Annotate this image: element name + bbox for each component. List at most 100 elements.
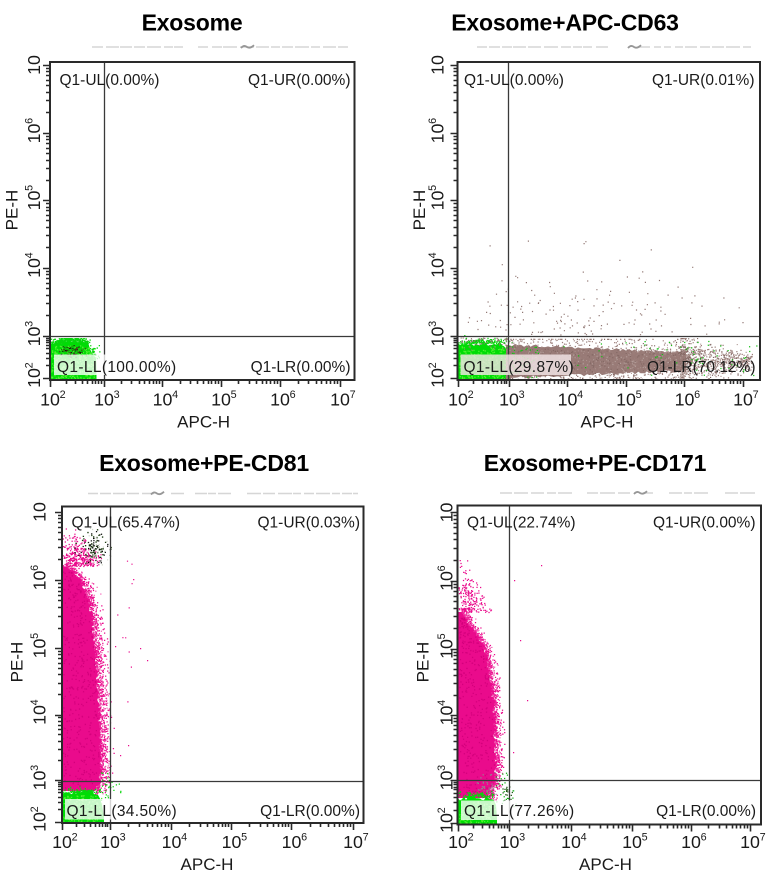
svg-text:APC-H: APC-H [581, 413, 634, 432]
svg-text:Q1-UL(22.74%): Q1-UL(22.74%) [467, 515, 576, 532]
svg-text:10: 10 [437, 771, 457, 791]
svg-text:2: 2 [23, 362, 35, 368]
svg-text:Q1-LL(34.50%): Q1-LL(34.50%) [67, 803, 178, 820]
svg-text:Exosome+PE-CD171: Exosome+PE-CD171 [484, 450, 707, 476]
svg-text:10: 10 [30, 771, 50, 791]
svg-text:10: 10 [448, 390, 468, 410]
svg-text:10: 10 [428, 124, 448, 144]
svg-text:7: 7 [760, 831, 766, 843]
svg-text:6: 6 [301, 831, 307, 843]
svg-text:Q1-UR(0.00%): Q1-UR(0.00%) [653, 515, 756, 532]
svg-text:3: 3 [120, 831, 126, 843]
svg-text:4: 4 [172, 389, 178, 401]
svg-text:6: 6 [290, 389, 296, 401]
svg-text:3: 3 [427, 321, 439, 327]
svg-text:10: 10 [561, 832, 581, 852]
svg-text:10: 10 [448, 832, 468, 852]
svg-text:2: 2 [468, 389, 474, 401]
svg-text:10: 10 [733, 390, 753, 410]
svg-text:5: 5 [29, 633, 41, 639]
svg-text:10: 10 [428, 258, 448, 278]
svg-text:PE-H: PE-H [413, 642, 432, 683]
svg-text:10: 10 [40, 390, 60, 410]
svg-text:6: 6 [436, 565, 448, 571]
svg-text:10: 10 [24, 191, 44, 211]
svg-text:10: 10 [437, 813, 457, 833]
svg-text:10: 10 [343, 832, 363, 852]
svg-text:4: 4 [29, 699, 41, 705]
svg-text:10: 10 [162, 832, 182, 852]
svg-text:6: 6 [427, 118, 439, 124]
svg-text:Q1-LL(77.26%): Q1-LL(77.26%) [464, 803, 575, 820]
svg-text:3: 3 [519, 831, 525, 843]
svg-text:10: 10 [437, 503, 457, 523]
svg-text:6: 6 [29, 565, 41, 571]
svg-text:Q1-UR(0.00%): Q1-UR(0.00%) [248, 72, 351, 89]
svg-text:10: 10 [428, 368, 448, 388]
svg-text:5: 5 [642, 831, 648, 843]
svg-text:10: 10 [330, 390, 350, 410]
svg-text:10: 10 [94, 390, 114, 410]
svg-text:Q1-LR(0.00%): Q1-LR(0.00%) [260, 803, 360, 820]
svg-text:10: 10 [222, 832, 242, 852]
svg-text:10: 10 [558, 390, 578, 410]
svg-text:10: 10 [428, 327, 448, 347]
svg-text:10: 10 [52, 832, 72, 852]
svg-text:6: 6 [701, 831, 707, 843]
svg-text:5: 5 [436, 633, 448, 639]
svg-text:10: 10 [740, 832, 760, 852]
svg-text:7: 7 [350, 389, 356, 401]
svg-text:5: 5 [241, 831, 247, 843]
svg-text:4: 4 [427, 252, 439, 258]
svg-text:10: 10 [437, 571, 457, 591]
svg-text:2: 2 [29, 806, 41, 812]
svg-text:3: 3 [436, 765, 448, 771]
svg-text:APC-H: APC-H [181, 855, 234, 874]
svg-text:10: 10 [30, 502, 50, 522]
svg-text:10: 10 [616, 390, 636, 410]
svg-text:3: 3 [519, 389, 525, 401]
svg-text:6: 6 [23, 118, 35, 124]
svg-text:10: 10 [30, 639, 50, 659]
svg-text:4: 4 [436, 700, 448, 706]
svg-text:4: 4 [23, 252, 35, 258]
svg-text:10: 10 [24, 258, 44, 278]
svg-text:10: 10 [30, 812, 50, 832]
svg-text:10: 10 [428, 191, 448, 211]
svg-text:10: 10 [499, 390, 519, 410]
svg-text:Q1-LR(0.00%): Q1-LR(0.00%) [251, 359, 351, 376]
svg-text:Q1-LR(0.00%): Q1-LR(0.00%) [656, 803, 756, 820]
svg-text:10: 10 [153, 390, 173, 410]
svg-text:10: 10 [437, 706, 457, 726]
svg-text:7: 7 [363, 831, 369, 843]
svg-text:10: 10 [24, 55, 44, 75]
svg-text:PE-H: PE-H [7, 642, 26, 683]
svg-text:Exosome: Exosome [142, 10, 243, 36]
svg-text:10: 10 [675, 390, 695, 410]
svg-text:4: 4 [181, 831, 187, 843]
svg-text:2: 2 [72, 831, 78, 843]
svg-text:3: 3 [29, 765, 41, 771]
svg-text:2: 2 [468, 831, 474, 843]
svg-text:5: 5 [427, 185, 439, 191]
svg-text:Q1-UL(0.00%): Q1-UL(0.00%) [464, 72, 564, 89]
svg-text:Q1-UL(65.47%): Q1-UL(65.47%) [72, 515, 181, 532]
svg-text:PE-H: PE-H [2, 190, 21, 231]
svg-text:PE-H: PE-H [410, 190, 429, 231]
svg-text:10: 10 [24, 327, 44, 347]
svg-text:10: 10 [100, 832, 120, 852]
svg-text:Q1-UL(0.00%): Q1-UL(0.00%) [60, 72, 160, 89]
svg-text:10: 10 [681, 832, 701, 852]
svg-text:10: 10 [270, 390, 290, 410]
svg-text:10: 10 [500, 832, 520, 852]
svg-text:Exosome+APC-CD63: Exosome+APC-CD63 [451, 10, 679, 36]
svg-text:4: 4 [581, 831, 587, 843]
svg-text:2: 2 [60, 389, 66, 401]
svg-text:10: 10 [24, 124, 44, 144]
svg-text:10: 10 [211, 390, 231, 410]
svg-text:Q1-LL(29.87%): Q1-LL(29.87%) [464, 359, 575, 376]
svg-text:10: 10 [282, 832, 302, 852]
svg-text:5: 5 [231, 389, 237, 401]
svg-text:Q1-UR(0.01%): Q1-UR(0.01%) [652, 72, 755, 89]
svg-text:3: 3 [114, 389, 120, 401]
